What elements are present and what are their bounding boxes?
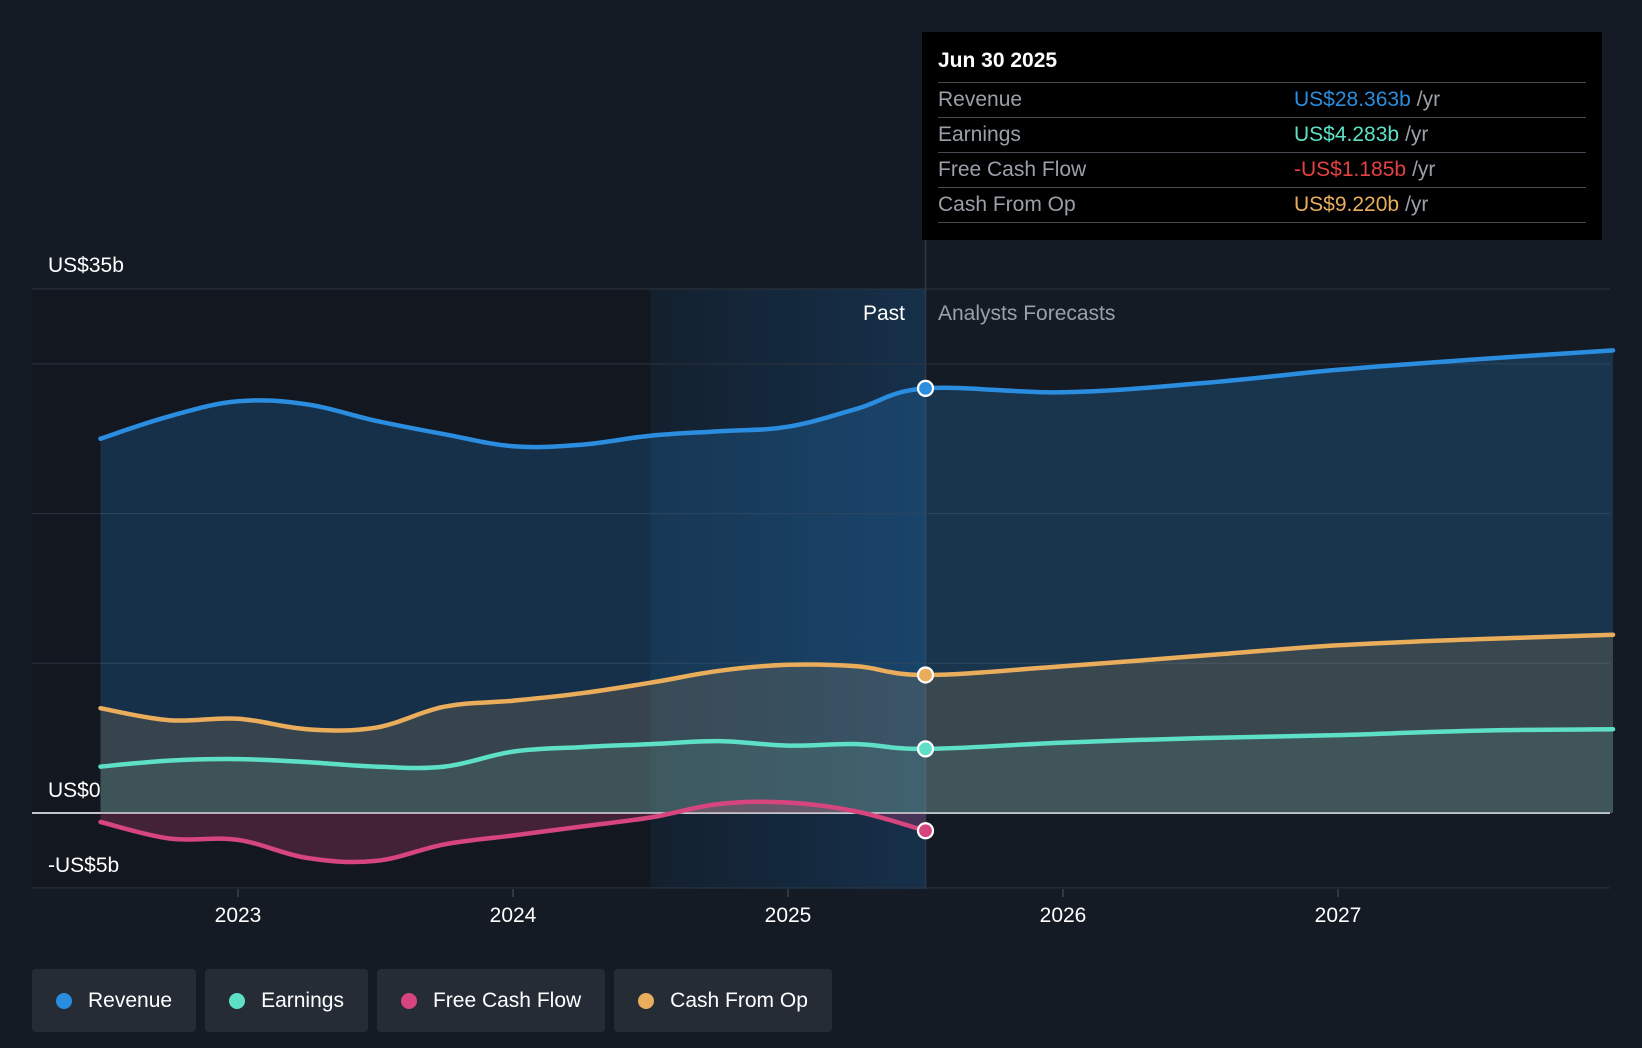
free-cash-flow-dot-icon [400,992,417,1009]
tooltip-label: Free Cash Flow [938,158,1087,181]
x-tick-label-2026: 2026 [1040,904,1087,927]
legend-item-earnings[interactable]: Earnings [205,969,368,1032]
chart: US$35b US$0 -US$5b Past Analysts Forecas… [32,240,1616,927]
hover-markers [916,379,935,840]
earnings-line [98,726,1616,771]
revenue-dot-icon [56,992,72,1009]
series-lines [98,348,1616,865]
chart-text: US$35b US$0 -US$5b Past Analysts Forecas… [48,254,1115,877]
revenue-hover-point [916,379,935,397]
legend-label: Revenue [88,988,173,1012]
cash-from-op-area [100,634,1613,813]
y-label-zero: US$0 [48,779,101,802]
grid [32,288,1610,889]
y-label-top: US$35b [48,254,124,277]
earnings-dot-icon [229,992,246,1009]
tooltip-row-free-cash-flow: Free Cash Flow -US$1.185b /yr [938,152,1586,187]
legend: Revenue Earnings Free Cash Flow Cash Fro… [32,969,832,1032]
earnings-hover-point [916,740,935,758]
tooltip: Jun 30 2025 Revenue US$28.363b /yr Earni… [922,32,1602,240]
x-tick-label-2023: 2023 [215,904,262,927]
forecast-label: Analysts Forecasts [938,302,1115,325]
legend-item-free-cash-flow[interactable]: Free Cash Flow [376,969,606,1032]
tooltip-value: US$28.363b [1294,88,1411,111]
tooltip-unit: /yr [1416,88,1441,111]
cash-from-op-dot-icon [638,992,655,1009]
tooltip-value: -US$1.185b [1294,158,1407,181]
past-label: Past [863,302,905,325]
revenue-line [98,348,1616,450]
tooltip-unit: /yr [1412,158,1436,181]
legend-label: Cash From Op [670,988,808,1012]
recent-past-highlight [650,289,926,889]
x-tick-label-2027: 2027 [1315,904,1362,927]
legend-label: Earnings [261,988,344,1012]
background-layer [32,240,927,889]
tooltip-label: Revenue [938,88,1023,111]
series-areas [100,350,1613,863]
x-tick-label-2025: 2025 [765,904,812,927]
tooltip-value: US$9.220b [1294,193,1400,216]
tooltip-row-revenue: Revenue US$28.363b /yr [938,82,1586,117]
tooltip-label: Cash From Op [938,193,1076,216]
free-cash-flow-line [98,799,928,865]
tooltip-value: US$4.283b [1294,123,1400,146]
y-label-bottom: -US$5b [48,854,119,877]
cash-from-op-line [98,632,1616,733]
tooltip-date: Jun 30 2025 [938,49,1058,72]
tooltip-label: Earnings [938,123,1021,146]
free-cash-flow-area [100,801,926,863]
tooltip-row-earnings: Earnings US$4.283b /yr [938,117,1586,152]
tooltip-unit: /yr [1405,123,1429,146]
tooltip-unit: /yr [1405,193,1429,216]
tooltip-row-cash-from-op: Cash From Op US$9.220b /yr [938,187,1586,223]
x-tick-label-2024: 2024 [490,904,537,927]
revenue-area [100,350,1613,813]
legend-item-revenue[interactable]: Revenue [32,969,197,1032]
past-region-bg [32,289,651,889]
cash-from-op-hover-point [916,666,935,684]
legend-item-cash-from-op[interactable]: Cash From Op [614,969,832,1032]
x-axis-ticks: 2023 2024 2025 2026 2027 [215,889,1362,927]
legend-label: Free Cash Flow [432,988,582,1012]
earnings-area [100,729,1613,813]
free-cash-flow-hover-point [916,822,935,840]
